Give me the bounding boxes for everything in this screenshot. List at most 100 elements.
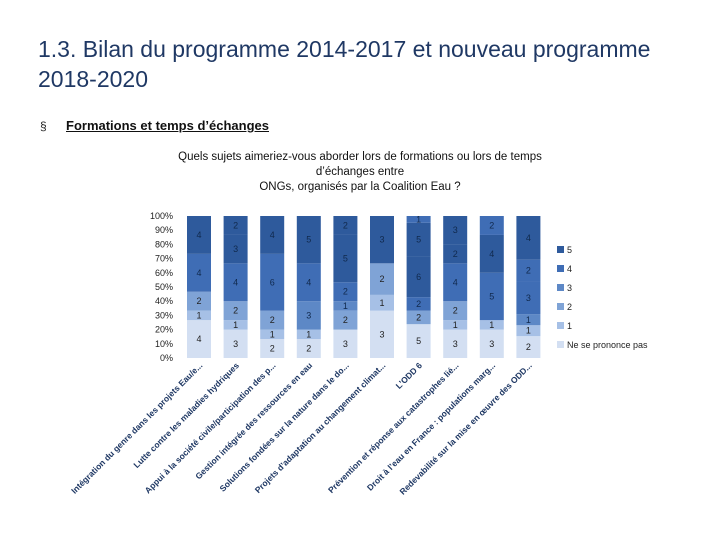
bar-segment [370, 310, 394, 358]
data-label: 3 [453, 339, 458, 349]
bar-segment [296, 339, 321, 358]
bar-segment [223, 301, 248, 321]
data-label: 3 [343, 339, 348, 349]
data-label: 1 [379, 298, 384, 308]
bar-segment [296, 216, 321, 264]
chart-title-line-3: ONGs, organisés par la Coalition Eau ? [259, 181, 461, 193]
data-label: 2 [343, 287, 348, 297]
bar-segment [260, 329, 285, 340]
data-label: 5 [306, 235, 311, 245]
bar-segment [443, 216, 468, 245]
y-tick-label: 50% [155, 282, 173, 292]
data-label: 3 [489, 339, 494, 349]
bar-segment [406, 324, 431, 358]
data-label: 2 [379, 274, 384, 284]
legend-label: 4 [567, 264, 572, 274]
data-label: 5 [416, 235, 421, 245]
y-tick-label: 90% [155, 225, 173, 235]
bar-segment [223, 320, 248, 330]
bar-segment [333, 310, 358, 330]
data-label: 2 [526, 342, 531, 352]
y-tick-label: 70% [155, 254, 173, 264]
data-label: 1 [453, 320, 458, 330]
bar-segment [516, 314, 541, 326]
data-label: 3 [379, 235, 384, 245]
data-label: 4 [233, 277, 238, 287]
data-label: 1 [526, 315, 531, 325]
bar-segment [187, 291, 211, 311]
bar-segment [187, 320, 211, 358]
bar-segment [260, 339, 285, 358]
data-label: 3 [379, 329, 384, 339]
data-label: 5 [343, 254, 348, 264]
bar-segment [516, 336, 541, 358]
bar-segment [516, 281, 541, 315]
bar-segment [479, 329, 504, 358]
bar-segment [296, 263, 321, 302]
chart-title-line-2: d’échanges entre [315, 166, 405, 178]
bar-segment [260, 216, 285, 254]
category-label: Projets d’adaptation au changement clima… [253, 360, 388, 495]
bar-segment [223, 329, 248, 358]
data-label: 1 [526, 326, 531, 336]
data-label: 1 [343, 301, 348, 311]
bar-segment [223, 263, 248, 302]
data-label: 1 [416, 214, 421, 224]
legend-swatch [557, 322, 564, 329]
legend-swatch [557, 303, 564, 310]
data-label: 4 [489, 249, 494, 259]
bar-segment [333, 282, 358, 302]
data-label: 2 [416, 299, 421, 309]
slide-title: 1.3. Bilan du programme 2014-2017 et nou… [38, 36, 651, 92]
bar-segment [187, 216, 211, 254]
bar-segment [223, 216, 248, 235]
bar-segment [370, 294, 394, 311]
legend-label: 2 [567, 302, 572, 312]
bar-segment [443, 320, 468, 330]
category-label: L’ODD 6 [394, 360, 425, 391]
bar-segment [406, 222, 431, 257]
bar-segment [479, 234, 504, 273]
chart-title-line-1: Quels sujets aimeriez-vous aborder lors … [178, 151, 542, 163]
y-tick-label: 10% [155, 339, 173, 349]
data-label: 4 [196, 334, 201, 344]
bar-segment [296, 301, 321, 330]
bar-segment [260, 310, 285, 330]
data-label: 3 [233, 244, 238, 254]
data-label: 5 [489, 291, 494, 301]
category-label: Solutions fondées sur la nature dans le … [218, 360, 351, 493]
data-label: 2 [416, 312, 421, 322]
bullet-marker: § [40, 119, 47, 133]
legend-label: 1 [567, 321, 572, 331]
category-label: Intégration du genre dans les projets Ea… [69, 360, 204, 495]
data-label: 6 [270, 277, 275, 287]
bar-segment [443, 329, 468, 358]
legend-label: 5 [567, 245, 572, 255]
bar-segment [370, 216, 394, 264]
bar-segment [516, 259, 541, 282]
bar-segment [187, 310, 211, 321]
data-label: 2 [343, 315, 348, 325]
y-tick-label: 100% [150, 211, 173, 221]
legend-label: 3 [567, 283, 572, 293]
bar-segment [479, 272, 504, 321]
legend-swatch [557, 284, 564, 291]
bar-segment [187, 253, 211, 292]
bar-segment [406, 256, 431, 298]
y-tick-label: 20% [155, 325, 173, 335]
data-label: 2 [306, 344, 311, 354]
data-label: 3 [233, 339, 238, 349]
y-tick-label: 0% [160, 353, 173, 363]
data-label: 1 [270, 329, 275, 339]
bar-segment [406, 216, 431, 223]
data-label: 2 [270, 315, 275, 325]
bar-segment [516, 216, 541, 260]
bar-segment [333, 301, 358, 311]
data-label: 2 [233, 306, 238, 316]
legend-swatch [557, 246, 564, 253]
bar-segment [223, 234, 248, 264]
bar-segment [443, 263, 468, 302]
category-label: Droit à l’eau en France : populations ma… [365, 360, 497, 492]
bar-segment [370, 263, 394, 295]
